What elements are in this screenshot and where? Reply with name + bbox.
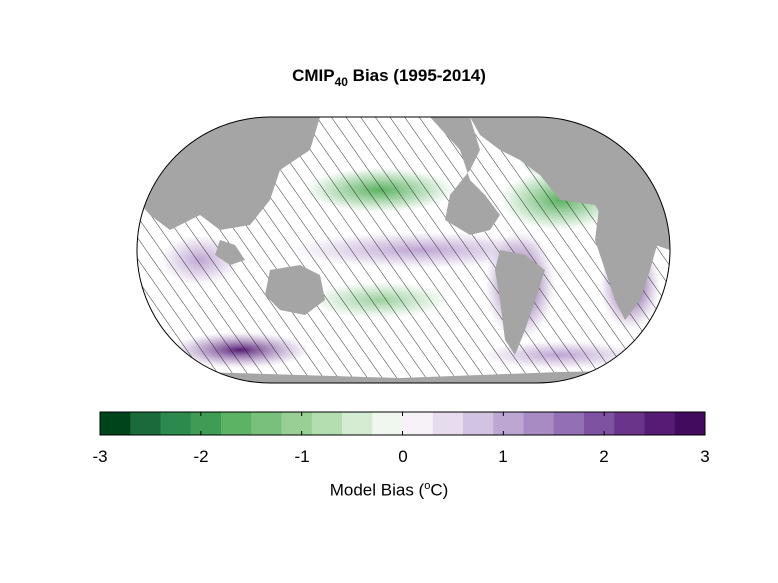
colorbar-swatch [372, 412, 403, 435]
colorbar-label: Model Bias (oC) [329, 480, 449, 500]
colorbar-tick: -2 [193, 447, 209, 466]
colorbar-tick: 3 [700, 447, 710, 466]
colorbar-swatch [311, 412, 343, 435]
colorbar-swatch [674, 412, 706, 435]
colorbar-swatch [493, 412, 524, 435]
colorbar-swatch [523, 412, 555, 435]
colorbar-swatch [190, 412, 222, 435]
figure-title: CMIP40 Bias (1995-2014) [292, 66, 486, 89]
colorbar-tick: 1 [498, 447, 508, 466]
colorbar-swatch [584, 412, 615, 435]
colorbar-swatch [432, 412, 464, 435]
colorbar-swatch [553, 412, 585, 435]
colorbar-tick: -1 [294, 447, 310, 466]
colorbar-swatch [644, 412, 676, 435]
colorbar-swatch [281, 412, 313, 435]
colorbar-swatch [463, 412, 494, 435]
bias-map [136, 116, 671, 384]
map-globe [137, 117, 670, 383]
colorbar-swatch [130, 412, 161, 435]
colorbar-tick: 0 [398, 447, 408, 466]
colorbar-swatch [100, 412, 131, 435]
colorbar-swatch [614, 412, 645, 435]
title-subscript: 40 [334, 75, 348, 89]
colorbar-tick: -3 [92, 447, 108, 466]
colorbar-swatch [221, 412, 252, 435]
colorbar-swatch [402, 412, 434, 435]
colorbar-swatch [160, 412, 192, 435]
colorbar-swatch [342, 412, 373, 435]
colorbar-tick: 2 [599, 447, 609, 466]
colorbar-swatch [251, 412, 282, 435]
